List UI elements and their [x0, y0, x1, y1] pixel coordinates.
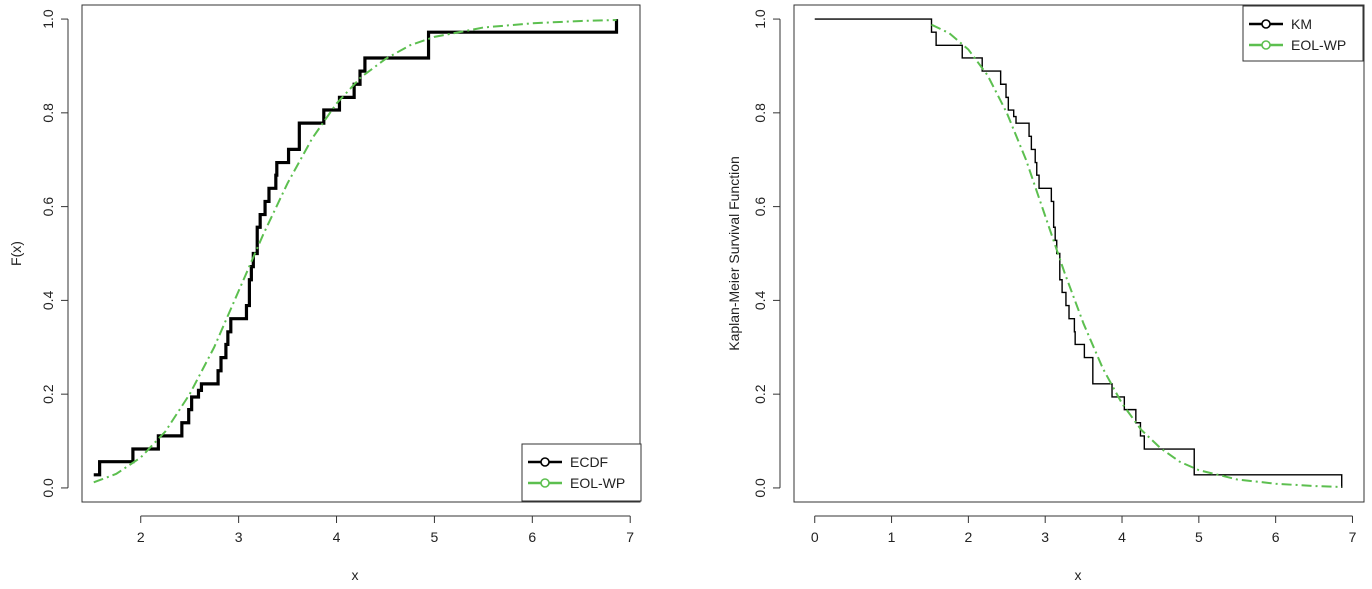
right-y-tick-label: 0.0	[752, 478, 768, 498]
right-x-tick-label: 2	[964, 529, 972, 545]
right-series-km-line	[814, 18, 1343, 488]
right-legend-box	[1242, 5, 1364, 62]
right-x-tick-label: 5	[1195, 529, 1203, 545]
right-x-tick-label: 4	[1118, 529, 1126, 545]
left-legend-marker	[540, 457, 550, 467]
left-y-tick-label: 0.2	[40, 384, 56, 404]
right-y-axis-label: Kaplan-Meier Survival Function	[726, 156, 742, 351]
left-legend-marker	[540, 478, 550, 488]
left-y-tick-label: 0.8	[40, 103, 56, 123]
right-plot-frame	[793, 4, 1365, 503]
left-series-eol-wp-line	[93, 19, 617, 484]
left-plot-frame	[81, 4, 641, 503]
left-y-axis-label: F(x)	[8, 241, 24, 266]
left-legend: ECDF EOL-WP	[521, 443, 642, 502]
left-series-ecdf-line	[93, 19, 619, 477]
right-legend-label: EOL-WP	[1291, 37, 1346, 53]
left-x-tick-label: 5	[431, 529, 439, 545]
right-legend-marker	[1261, 40, 1271, 50]
right-y-tick-label: 0.8	[752, 103, 768, 123]
left-y-tick-label: 1.0	[40, 9, 56, 29]
right-legend-marker	[1261, 19, 1271, 29]
left-legend-label: ECDF	[570, 454, 608, 470]
left-legend-box	[521, 443, 642, 502]
left-x-tick-label: 4	[333, 529, 341, 545]
right-y-tick-label: 0.6	[752, 197, 768, 217]
right-series-eol-wp-line	[931, 23, 1342, 488]
left-panel: 2 3 4 5 6 7 0.0 0.2 0.4 0.6 0.8 1.0 x F(x) ECDF EOL-WP	[8, 4, 642, 583]
left-y-tick-label: 0.6	[40, 197, 56, 217]
right-panel: 0 1 2 3 4 5 6 7 0.0 0.2 0.4 0.6 0.8 1.0 x Kaplan-Meier …	[726, 4, 1365, 583]
left-y-tick-label: 0.4	[40, 290, 56, 310]
right-x-tick-label: 0	[811, 529, 819, 545]
right-legend: KM EOL-WP	[1242, 5, 1364, 62]
right-x-tick-label: 7	[1349, 529, 1357, 545]
right-x-axis-label: x	[1075, 567, 1082, 583]
right-x-tick-label: 1	[888, 529, 896, 545]
left-legend-label: EOL-WP	[570, 475, 625, 491]
left-x-tick-label: 2	[137, 529, 145, 545]
right-x-tick-label: 3	[1041, 529, 1049, 545]
right-y-tick-label: 0.4	[752, 290, 768, 310]
left-x-tick-label: 3	[235, 529, 243, 545]
left-x-axis-label: x	[352, 567, 359, 583]
right-legend-label: KM	[1291, 16, 1312, 32]
left-x-tick-label: 7	[626, 529, 634, 545]
right-y-tick-label: 0.2	[752, 384, 768, 404]
left-y-tick-label: 0.0	[40, 478, 56, 498]
right-y-tick-label: 1.0	[752, 9, 768, 29]
left-x-tick-label: 6	[528, 529, 536, 545]
right-x-tick-label: 6	[1272, 529, 1280, 545]
